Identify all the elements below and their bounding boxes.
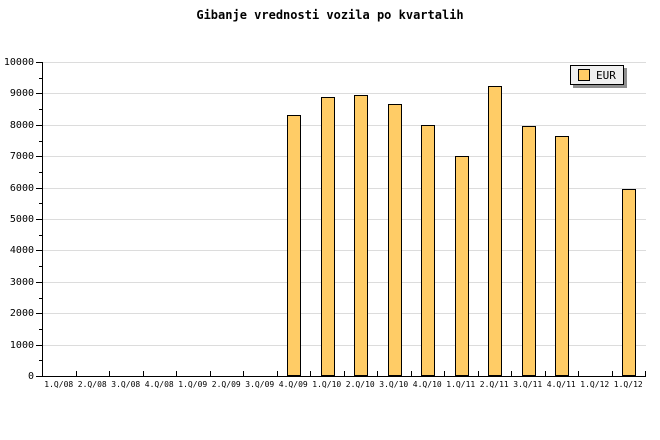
x-tick-label: 4.Q/08: [144, 380, 174, 389]
x-tick: [142, 371, 144, 376]
gridline: [43, 281, 646, 283]
x-tick: [645, 371, 646, 376]
gridline: [43, 187, 646, 189]
x-tick: [444, 371, 445, 376]
legend-label: EUR: [596, 68, 616, 82]
y-major-tick: [36, 376, 42, 377]
y-major-tick: [36, 313, 42, 315]
y-tick-label: 2000: [9, 308, 34, 320]
y-tick-label: 4000: [9, 245, 34, 257]
y-tick-label: 6000: [9, 182, 34, 194]
y-tick-label: 0: [27, 371, 34, 382]
bar: [320, 97, 335, 376]
x-tick: [611, 371, 613, 376]
x-tick: [243, 371, 244, 376]
y-minor-tick: [39, 360, 42, 362]
y-minor-tick: [39, 109, 42, 111]
y-minor-tick: [39, 297, 42, 299]
x-tick: [544, 371, 546, 376]
bar: [555, 136, 570, 376]
y-minor-tick: [39, 234, 42, 236]
y-major-tick: [36, 250, 42, 252]
gridline: [43, 156, 646, 158]
x-tick: [276, 371, 278, 376]
gridline: [43, 313, 646, 315]
x-tick-label: 3.Q/08: [111, 380, 141, 389]
bar: [622, 189, 637, 376]
bar: [488, 86, 503, 376]
x-tick-label: 2.Q/10: [345, 380, 375, 389]
bar: [454, 156, 469, 376]
x-tick-label: 3.Q/10: [379, 380, 409, 389]
x-tick-label: 1.Q/12: [613, 380, 643, 389]
x-tick: [477, 371, 479, 376]
x-tick: [343, 371, 345, 376]
x-tick: [176, 371, 177, 376]
x-tick-label: 1.Q/09: [178, 380, 208, 389]
gridline: [43, 124, 646, 126]
y-major-tick: [36, 219, 42, 220]
y-minor-tick: [39, 77, 42, 79]
x-tick: [511, 371, 512, 376]
y-major-tick: [36, 281, 42, 283]
gridline: [43, 219, 646, 220]
y-tick-label: 5000: [9, 214, 34, 225]
chart-title: Gibanje vrednosti vozila po kvartalih: [196, 8, 464, 22]
y-major-tick: [36, 124, 42, 126]
bar: [387, 104, 402, 376]
legend-color-swatch: [578, 69, 590, 81]
x-tick: [377, 371, 378, 376]
x-tick-label: 1.Q/12: [580, 380, 610, 389]
x-tick: [578, 371, 579, 376]
gridline: [43, 62, 646, 63]
x-tick-label: 1.Q/10: [312, 380, 342, 389]
bar: [421, 125, 436, 376]
x-tick-label: 4.Q/11: [546, 380, 576, 389]
x-tick: [410, 371, 412, 376]
x-tick: [209, 371, 211, 376]
y-minor-tick: [39, 203, 42, 205]
y-tick-label: 7000: [9, 151, 34, 163]
bar: [287, 115, 302, 376]
x-tick-label: 2.Q/09: [211, 380, 241, 389]
y-minor-tick: [39, 140, 42, 142]
x-tick: [75, 371, 77, 376]
gridline: [43, 250, 646, 252]
y-major-tick: [36, 344, 42, 346]
legend: EUR: [570, 65, 624, 85]
y-tick-label: 3000: [9, 276, 34, 288]
y-tick-label: 8000: [9, 119, 34, 131]
y-major-tick: [36, 62, 42, 63]
y-major-tick: [36, 156, 42, 158]
bar: [521, 126, 536, 376]
x-tick-label: 1.Q/08: [44, 380, 74, 389]
plot-area: [42, 62, 646, 377]
y-tick-label: 9000: [9, 88, 34, 100]
y-major-tick: [36, 187, 42, 189]
x-tick-label: 1.Q/11: [446, 380, 476, 389]
x-tick: [310, 371, 311, 376]
x-tick-label: 3.Q/11: [513, 380, 543, 389]
bar: [354, 95, 369, 376]
x-tick-label: 3.Q/09: [245, 380, 275, 389]
y-minor-tick: [39, 328, 42, 330]
x-tick-label: 4.Q/10: [412, 380, 442, 389]
y-minor-tick: [39, 171, 42, 173]
x-tick-label: 4.Q/09: [278, 380, 308, 389]
gridline: [43, 344, 646, 346]
gridline: [43, 93, 646, 95]
x-tick-label: 2.Q/11: [479, 380, 509, 389]
y-minor-tick: [39, 266, 42, 268]
y-tick-label: 10000: [3, 57, 34, 68]
y-tick-label: 1000: [9, 339, 34, 351]
x-tick-label: 2.Q/08: [77, 380, 107, 389]
x-tick: [109, 371, 110, 376]
y-major-tick: [36, 93, 42, 95]
